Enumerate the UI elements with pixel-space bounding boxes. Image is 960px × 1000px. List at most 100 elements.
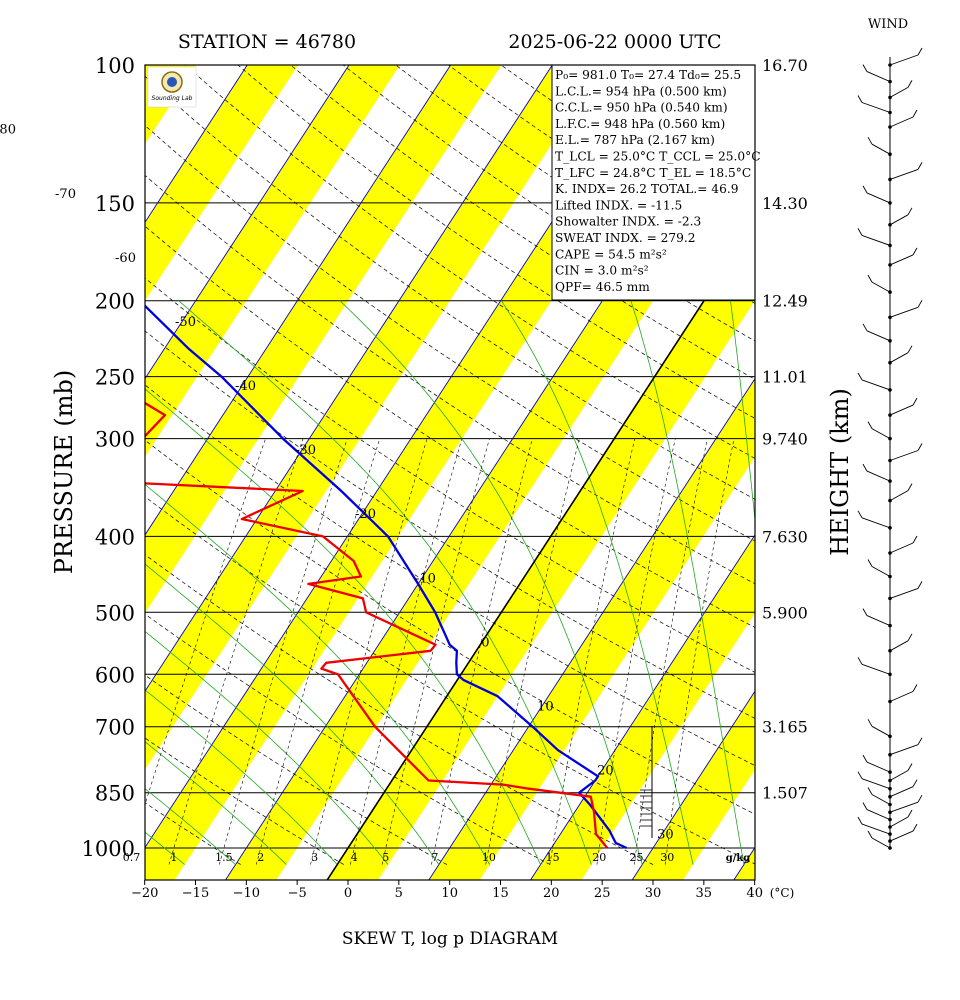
- wind-barb-feather: [867, 719, 873, 727]
- wind-barb-feather: [862, 463, 868, 472]
- mixing-ratio-label: 1: [170, 851, 177, 864]
- mixing-ratio-line: [256, 438, 381, 865]
- wind-barb-feather: [912, 684, 918, 692]
- wind-barb: [889, 786, 914, 798]
- wind-barb-feather: [917, 300, 923, 308]
- mixing-ratio-label: 15: [546, 851, 560, 864]
- isotherm-label: 20: [597, 764, 614, 779]
- yellow-band: [145, 65, 299, 301]
- wind-barb: [889, 801, 919, 813]
- isotherm-line: [145, 65, 452, 536]
- wind-barb: [866, 71, 891, 83]
- wind-barb: [889, 691, 914, 702]
- moist-adiabat: [145, 788, 236, 865]
- wind-barb-feather: [907, 809, 913, 818]
- wind-barb-feather: [867, 274, 873, 283]
- index-line: SWEAT INDX. = 279.2: [555, 231, 696, 245]
- isotherm-label: 30: [657, 828, 674, 843]
- isotherm-line: [530, 534, 755, 880]
- wind-barb-feather: [862, 185, 868, 194]
- wind-barb: [861, 663, 891, 675]
- mixing-ratio-label: 5: [382, 851, 389, 864]
- height-tick-label: 9.740: [762, 430, 808, 449]
- pressure-tick-label: 100: [95, 54, 135, 78]
- datetime-title: 2025-06-22 0000 UTC: [508, 31, 721, 53]
- pressure-tick-label: 400: [95, 525, 135, 549]
- dry-adiabat: [145, 384, 755, 766]
- index-line: P₀= 981.0 T₀= 27.4 Td₀= 25.5: [555, 68, 741, 82]
- wind-barb: [889, 816, 909, 828]
- dry-adiabat: [145, 277, 755, 673]
- index-line: E.L.= 787 hPa (2.167 km): [555, 133, 715, 147]
- wind-barb: [861, 778, 891, 790]
- wind-barb: [889, 168, 919, 180]
- wind-barb-feather: [867, 421, 873, 429]
- temp-tick-label: 10: [441, 886, 458, 901]
- moist-adiabat: [339, 300, 643, 865]
- height-tick-label: 14.30: [762, 194, 808, 213]
- yellow-band: [145, 65, 400, 457]
- wind-barb-feather: [867, 559, 873, 567]
- mixing-ratio-line: [381, 438, 490, 865]
- isotherm-line: [145, 65, 553, 693]
- isotherm-line: [937, 65, 960, 880]
- wind-barb-feather: [912, 109, 918, 118]
- wind-barb-feather: [857, 95, 863, 103]
- wind-barb-feather: [912, 247, 918, 256]
- dry-adiabat: [145, 174, 755, 585]
- wind-point: [888, 436, 892, 441]
- height-tick-label: 12.49: [762, 292, 808, 311]
- height-tick-label: 5.900: [762, 603, 808, 622]
- pressure-tick-label: 200: [95, 290, 135, 314]
- wind-barb: [889, 352, 909, 364]
- dry-adiabats: [145, 65, 755, 865]
- wind-barb: [871, 281, 891, 293]
- wind-barb: [861, 102, 891, 113]
- mixing-ratio-line: [485, 438, 580, 865]
- temp-tick-label: 30: [645, 886, 662, 901]
- wind-barb: [889, 214, 909, 226]
- wind-barb-feather: [862, 64, 868, 72]
- wind-point: [888, 413, 892, 417]
- isotherm-label: -70: [55, 187, 76, 202]
- wind-barb-feather: [917, 162, 923, 170]
- mixing-ratio-label: 7: [431, 851, 438, 864]
- mixing-ratio-unit: g/kg: [726, 853, 751, 864]
- series-line: [145, 401, 609, 849]
- temp-tick-label: 40: [746, 886, 763, 901]
- wind-barb: [866, 615, 891, 627]
- wind-barb: [889, 542, 914, 554]
- wind-barb: [866, 809, 891, 821]
- index-line: Lifted INDX. = -11.5: [555, 198, 682, 212]
- temp-tick-label: 20: [543, 886, 560, 901]
- mixing-ratio-label: 1.5: [215, 851, 233, 864]
- wind-barb-feather: [862, 608, 868, 616]
- moist-adiabats: [145, 300, 755, 865]
- dry-adiabat: [145, 124, 755, 542]
- wind-barb: [889, 54, 919, 66]
- wind-barb: [871, 725, 891, 737]
- mixing-ratio-line: [633, 438, 708, 865]
- wind-barb: [871, 794, 891, 805]
- mixing-ratio-label: 30: [660, 851, 674, 864]
- wind-profile: [857, 47, 923, 850]
- moist-adiabat: [145, 563, 440, 865]
- wind-barb: [889, 830, 914, 842]
- temp-tick-label: −20: [131, 886, 158, 901]
- wind-barb-feather: [862, 802, 868, 810]
- dry-adiabat: [145, 439, 755, 815]
- wind-barb: [889, 490, 909, 501]
- dry-adiabat: [145, 737, 344, 865]
- wind-barb: [866, 192, 891, 204]
- station-title: STATION = 46780: [178, 31, 356, 53]
- wind-barb-feather: [907, 207, 913, 216]
- wind-barb: [871, 428, 891, 439]
- isotherm-line: [145, 65, 248, 224]
- isotherm-label: -30: [295, 443, 316, 458]
- isotherm-label: -80: [0, 123, 16, 138]
- height-tick-label: 11.01: [762, 368, 808, 387]
- isotherm-label: 10: [537, 699, 554, 714]
- index-line: K. INDX= 26.2 TOTAL.= 46.9: [555, 182, 738, 196]
- moist-adiabat: [145, 388, 541, 865]
